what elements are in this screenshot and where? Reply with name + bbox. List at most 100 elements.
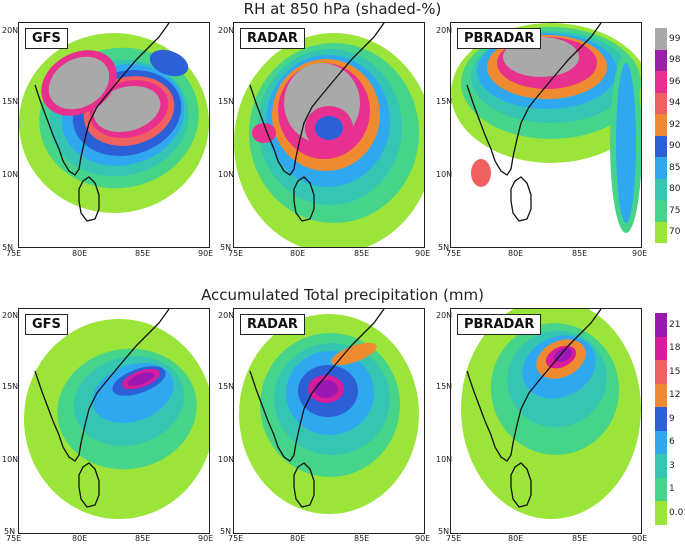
rh-map-pbradar: PBRADAR <box>450 22 642 248</box>
colorbar-label: 9 <box>669 413 675 424</box>
precip-colorbar <box>655 313 667 525</box>
x-tick: 75E <box>228 249 244 258</box>
rh-row-title: RH at 850 hPa (shaded-%) <box>243 0 442 18</box>
y-tick: 5N <box>438 527 450 536</box>
x-tick: 85E <box>572 249 588 258</box>
precip-row-title: Accumulated Total precipitation (mm) <box>201 286 484 304</box>
panel-label-pbradar: PBRADAR <box>457 314 542 335</box>
coastline-india <box>249 309 385 462</box>
y-tick: 10N <box>218 455 235 464</box>
colorbar-swatch <box>655 407 667 431</box>
x-tick: 85E <box>135 534 151 543</box>
coastline-india <box>249 23 385 176</box>
shading-region <box>127 372 155 386</box>
shading-region <box>616 63 636 223</box>
y-tick: 15N <box>2 97 19 106</box>
y-tick: 20N <box>218 26 235 35</box>
coastline-india <box>466 309 602 462</box>
shading-region <box>48 56 110 110</box>
panel-label-radar: RADAR <box>240 28 305 49</box>
colorbar-swatch <box>655 135 667 157</box>
rh-map-radar: RADAR <box>233 22 425 248</box>
y-tick: 15N <box>436 382 453 391</box>
y-tick: 20N <box>436 26 453 35</box>
colorbar-label: 75 <box>669 205 681 216</box>
y-tick: 15N <box>436 97 453 106</box>
y-tick: 10N <box>436 170 453 179</box>
colorbar-swatch <box>655 28 667 50</box>
colorbar-label: 90 <box>669 141 681 152</box>
colorbar-swatch <box>655 336 667 360</box>
shading-region <box>314 380 338 398</box>
y-tick: 20N <box>436 311 453 320</box>
colorbar-swatch <box>655 477 667 501</box>
coastline-sri-lanka <box>293 462 315 508</box>
shading-region <box>93 85 161 133</box>
x-tick: 85E <box>572 534 588 543</box>
shading-region <box>149 49 189 77</box>
colorbar-label: 12 <box>669 390 681 401</box>
x-tick: 85E <box>135 249 151 258</box>
y-tick: 20N <box>2 26 19 35</box>
y-tick: 5N <box>2 243 14 252</box>
panel-label-pbradar: PBRADAR <box>457 28 542 49</box>
y-tick: 5N <box>220 527 232 536</box>
map-field <box>461 309 641 519</box>
colorbar-swatch <box>655 114 667 136</box>
x-tick: 90E <box>198 249 214 258</box>
x-tick: 75E <box>6 249 22 258</box>
colorbar-label: 21 <box>669 319 681 330</box>
precip-map-pbradar: PBRADAR <box>450 308 642 534</box>
x-tick: 80E <box>290 249 306 258</box>
coastline-india <box>466 23 602 176</box>
colorbar-swatch <box>655 157 667 179</box>
colorbar-swatch <box>655 92 667 114</box>
y-tick: 15N <box>218 382 235 391</box>
x-tick: 75E <box>446 249 462 258</box>
x-tick: 85E <box>354 534 370 543</box>
coastline-sri-lanka <box>293 176 315 222</box>
colorbar-label: 94 <box>669 98 681 109</box>
panel-label-gfs: GFS <box>25 314 68 335</box>
y-tick: 5N <box>220 243 232 252</box>
colorbar-swatch <box>655 430 667 454</box>
y-tick: 5N <box>438 243 450 252</box>
x-tick: 90E <box>415 249 431 258</box>
colorbar-label: 92 <box>669 119 681 130</box>
map-field <box>24 309 209 519</box>
panel-label-radar: RADAR <box>240 314 305 335</box>
map-field <box>239 309 419 514</box>
x-tick: 80E <box>508 249 524 258</box>
shading-region <box>331 342 377 366</box>
rh-colorbar <box>655 28 667 243</box>
coastline-sri-lanka <box>78 176 100 222</box>
coastline-sri-lanka <box>510 176 532 222</box>
colorbar-swatch <box>655 383 667 407</box>
x-tick: 90E <box>632 534 648 543</box>
y-tick: 15N <box>2 382 19 391</box>
shading-region <box>471 159 491 187</box>
map-field <box>234 23 424 247</box>
y-tick: 10N <box>2 170 19 179</box>
precip-map-radar: RADAR <box>233 308 425 534</box>
colorbar-swatch <box>655 313 667 337</box>
y-tick: 10N <box>2 455 19 464</box>
y-tick: 20N <box>2 311 19 320</box>
map-field <box>451 23 641 233</box>
colorbar-label: 1 <box>669 484 675 495</box>
x-tick: 90E <box>415 534 431 543</box>
y-tick: 10N <box>218 170 235 179</box>
panel-label-gfs: GFS <box>25 28 68 49</box>
coastline-india <box>34 23 170 176</box>
colorbar-label: 3 <box>669 460 675 471</box>
colorbar-swatch <box>655 178 667 200</box>
colorbar-label: 0.01 <box>669 507 685 518</box>
x-tick: 90E <box>198 534 214 543</box>
colorbar-swatch <box>655 360 667 384</box>
y-tick: 5N <box>4 527 16 536</box>
colorbar-label: 70 <box>669 227 681 238</box>
rh-map-gfs: GFS <box>18 22 210 248</box>
colorbar-swatch <box>655 221 667 243</box>
colorbar-swatch <box>655 454 667 478</box>
colorbar-swatch <box>655 501 667 525</box>
